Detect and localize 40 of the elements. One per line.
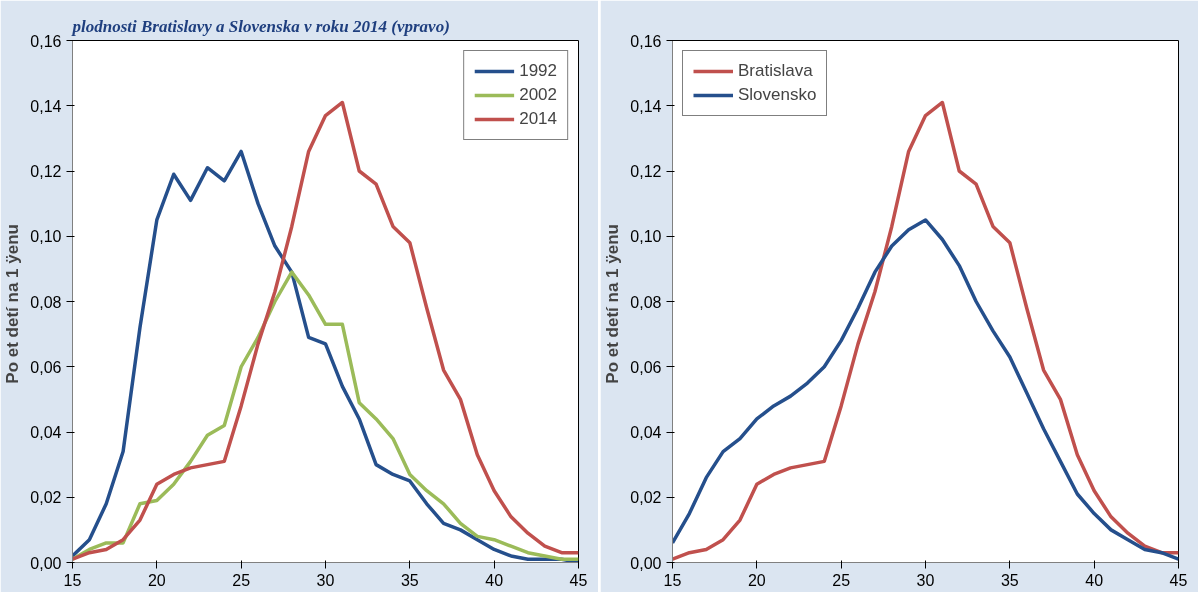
x-tick-label: 35 <box>400 571 419 589</box>
x-tick-label: 45 <box>569 571 588 589</box>
x-tick-label: 45 <box>1169 571 1188 589</box>
y-tick-label: 0,04 <box>30 424 62 441</box>
y-tick-label: 0,04 <box>630 424 662 441</box>
y-tick-label: 0,12 <box>30 163 62 180</box>
y-tick-label: 0,00 <box>630 554 662 572</box>
x-tick-label: 25 <box>832 571 851 589</box>
legend-label: 1992 <box>519 61 557 81</box>
chart-title: plodnosti Bratislavy a Slovenska v roku 2014 (vpravo) <box>70 16 450 36</box>
x-tick-label: 20 <box>147 571 166 589</box>
y-axis-title: Po et detí na 1 ÿenu <box>3 224 23 384</box>
x-tick-label: 15 <box>663 571 682 589</box>
y-tick-label: 0,10 <box>30 228 62 246</box>
x-tick-label: 40 <box>1085 571 1104 589</box>
legend-label: Slovensko <box>738 85 817 105</box>
y-tick-label: 0,12 <box>630 163 662 180</box>
y-tick-label: 0,08 <box>630 293 662 311</box>
x-tick-label: 15 <box>63 571 82 589</box>
legend-label: 2002 <box>519 85 557 105</box>
y-tick-label: 0,16 <box>630 32 662 50</box>
y-tick-label: 0,08 <box>30 293 62 311</box>
x-tick-label: 35 <box>1000 571 1019 589</box>
y-axis-title: Po et detí na 1 ÿenu <box>603 224 623 384</box>
x-tick-label: 30 <box>316 571 335 589</box>
y-tick-label: 0,06 <box>30 358 62 376</box>
y-tick-label: 0,14 <box>30 97 62 115</box>
x-tick-label: 30 <box>916 571 935 589</box>
y-tick-label: 0,00 <box>30 554 62 572</box>
y-tick-label: 0,06 <box>630 358 662 376</box>
x-tick-label: 20 <box>747 571 766 589</box>
y-tick-label: 0,14 <box>630 97 662 115</box>
legend-label: 2014 <box>519 109 557 129</box>
x-tick-label: 40 <box>485 571 504 589</box>
legend-label: Bratislava <box>738 61 813 81</box>
y-tick-label: 0,10 <box>630 228 662 246</box>
y-tick-label: 0,02 <box>30 489 62 507</box>
y-tick-label: 0,16 <box>30 32 62 50</box>
y-tick-label: 0,02 <box>630 489 662 507</box>
x-tick-label: 25 <box>232 571 251 589</box>
